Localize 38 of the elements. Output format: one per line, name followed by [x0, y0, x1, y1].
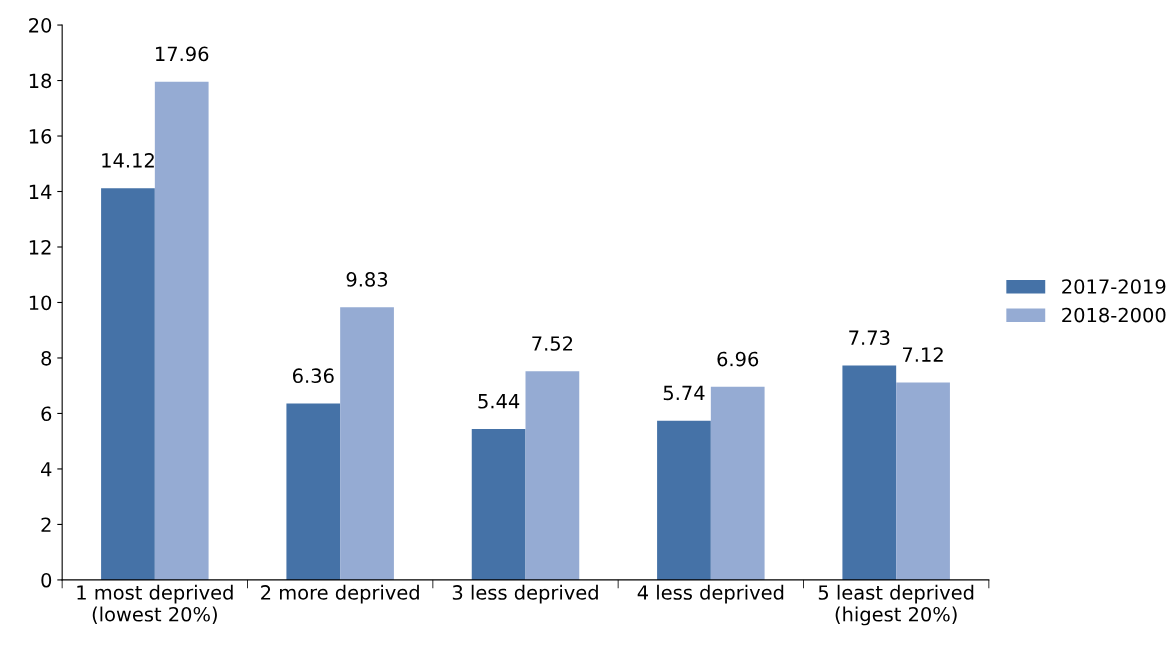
data-label: 6.96: [717, 351, 759, 367]
y-tick-label: 10: [29, 295, 52, 311]
y-tick-label: 18: [29, 73, 52, 89]
bar: [154, 81, 209, 580]
bar: [101, 188, 155, 580]
bar: [525, 371, 580, 580]
bar: [710, 386, 765, 580]
bar: [896, 382, 950, 580]
y-tick-label: 2: [41, 517, 51, 532]
x-tick-label: 3 less deprived: [452, 584, 598, 604]
y-tick-label: 0: [41, 572, 52, 588]
bar: [286, 403, 341, 580]
bar: [340, 307, 394, 580]
data-label: 5.44: [478, 394, 520, 409]
y-tick-label: 16: [29, 128, 52, 144]
y-tick-label: 6: [41, 406, 52, 422]
y-tick-label: 12: [29, 239, 51, 255]
data-label: 14.12: [102, 153, 154, 168]
x-tick-label: 2 more deprived: [261, 584, 419, 604]
bar: [842, 365, 897, 580]
x-tick-label: 1 most deprived (lowest 20%): [77, 584, 233, 624]
y-tick-label: 14: [29, 184, 52, 199]
data-label: 7.52: [532, 336, 573, 351]
data-label: 5.74: [663, 385, 705, 401]
data-label: 7.73: [849, 330, 890, 346]
data-label: 9.83: [346, 272, 388, 287]
y-tick-label: 20: [29, 18, 52, 33]
legend-label: 2018-2000: [1062, 307, 1166, 323]
data-label: 6.36: [293, 368, 334, 384]
bar: [471, 428, 526, 580]
y-tick-label: 4: [41, 462, 52, 477]
x-tick-label: 5 least deprived (higest 20%): [818, 584, 974, 626]
x-tick-label: 4 less deprived: [637, 584, 784, 604]
data-label: 7.12: [902, 347, 943, 362]
data-label: 17.96: [156, 46, 209, 62]
legend-label: 2017-2019: [1062, 279, 1166, 294]
y-tick-label: 8: [41, 350, 52, 366]
bar: [657, 420, 711, 580]
